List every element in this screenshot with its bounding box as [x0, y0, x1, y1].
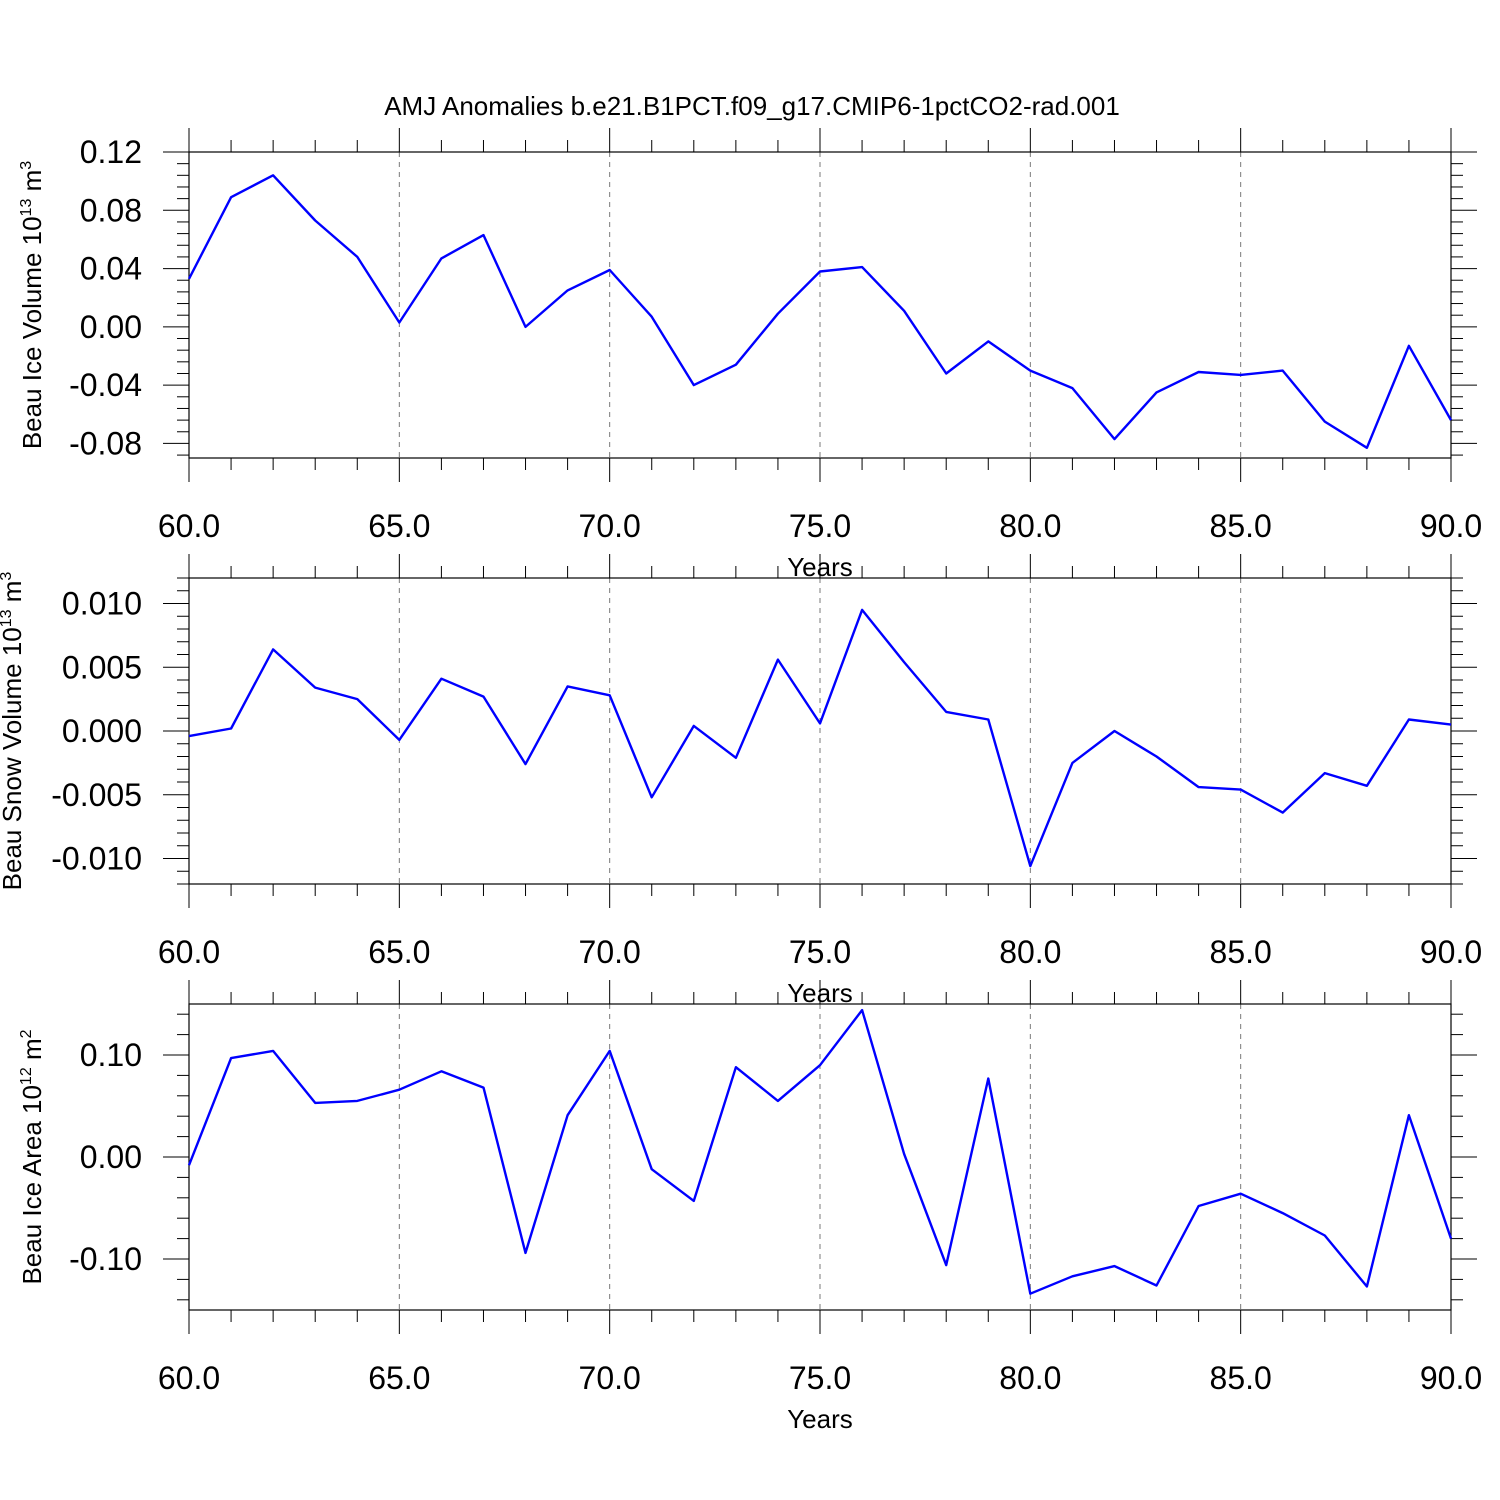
- x-tick-label: 70.0: [579, 1360, 641, 1396]
- panel-ice-volume: -0.08 -0.04 0.00 0.04 0.08 0.12 60.0 65.0 70.0 75…: [17, 128, 1482, 582]
- y-tick-label: -0.10: [69, 1241, 142, 1277]
- y-tick-label: 0.010: [62, 586, 142, 622]
- plot-frame: [188, 577, 1452, 885]
- x-tick-label: 75.0: [789, 934, 851, 970]
- x-tick-label: 75.0: [789, 1360, 851, 1396]
- y-tick-label: -0.005: [51, 777, 142, 813]
- series-line-ice-volume: [187, 174, 1453, 449]
- y-tick-label: 0.005: [62, 649, 142, 685]
- plot-frame: [188, 151, 1452, 459]
- chart-title: AMJ Anomalies b.e21.B1PCT.f09_g17.CMIP6-…: [384, 91, 1120, 121]
- panel-ice-area: -0.10 0.00 0.10 60.0 65.0 70.0 75.0 80.0 85.0 90.…: [17, 980, 1482, 1434]
- y-axis-label: Beau Ice Area 1012 m2: [17, 1029, 47, 1284]
- x-tick-label: 90.0: [1420, 1360, 1482, 1396]
- x-tick-label: 80.0: [999, 1360, 1061, 1396]
- y-tick-label: -0.08: [69, 425, 142, 461]
- x-tick-label: 85.0: [1210, 1360, 1272, 1396]
- y-tick-label: -0.04: [69, 367, 142, 403]
- plot-frame: [188, 1003, 1452, 1311]
- y-tick-label: 0.04: [80, 251, 142, 287]
- y-tick-label: 0.000: [62, 713, 142, 749]
- series-line-snow-volume: [188, 608, 1452, 868]
- x-tick-label: 70.0: [579, 934, 641, 970]
- x-tick-label: 85.0: [1210, 934, 1272, 970]
- x-tick-label: 85.0: [1210, 508, 1272, 544]
- series-line-ice-area: [187, 1008, 1453, 1295]
- x-tick-label: 90.0: [1420, 934, 1482, 970]
- x-tick-label: 65.0: [368, 934, 430, 970]
- x-tick-label: 80.0: [999, 508, 1061, 544]
- x-tick-label: 65.0: [368, 508, 430, 544]
- x-axis-label: Years: [787, 1404, 853, 1434]
- x-tick-label: 60.0: [158, 508, 220, 544]
- y-axis-label: Beau Snow Volume 1013 m3: [0, 572, 27, 891]
- x-tick-label: 65.0: [368, 1360, 430, 1396]
- x-tick-label: 60.0: [158, 934, 220, 970]
- x-tick-label: 75.0: [789, 508, 851, 544]
- panel-snow-volume: -0.010 -0.005 0.000 0.005 0.010 60.0 65.0 70.0 7…: [0, 554, 1482, 1008]
- y-tick-label: 0.00: [80, 1139, 142, 1175]
- x-tick-label: 80.0: [999, 934, 1061, 970]
- y-tick-label: 0.00: [80, 309, 142, 345]
- y-tick-label: 0.08: [80, 192, 142, 228]
- y-tick-label: 0.10: [80, 1037, 142, 1073]
- y-axis-label: Beau Ice Volume 1013 m3: [17, 161, 47, 449]
- y-tick-label: 0.12: [80, 134, 142, 170]
- x-tick-label: 90.0: [1420, 508, 1482, 544]
- x-tick-label: 70.0: [579, 508, 641, 544]
- y-tick-label: -0.010: [51, 841, 142, 877]
- x-tick-label: 60.0: [158, 1360, 220, 1396]
